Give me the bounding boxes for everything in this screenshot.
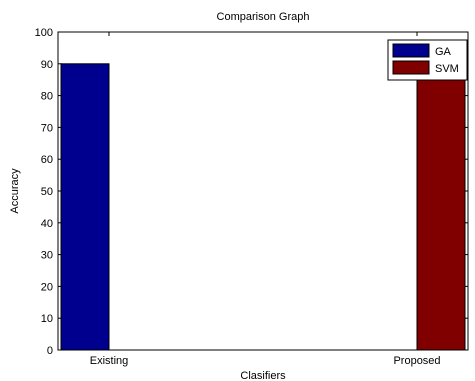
x-tick-label-proposed: Proposed (393, 355, 440, 367)
y-tick-label: 40 (41, 218, 53, 230)
legend-label-svm: SVM (435, 63, 459, 75)
y-tick-label: 70 (41, 122, 53, 134)
y-tick-label: 90 (41, 59, 53, 71)
y-tick-label: 20 (41, 281, 53, 293)
y-tick-label: 60 (41, 154, 53, 166)
y-tick-label: 10 (41, 313, 53, 325)
bar-svm-proposed (416, 47, 466, 351)
y-tick-label: 50 (41, 186, 53, 198)
y-tick-label: 0 (47, 345, 53, 357)
legend-swatch-svm (392, 60, 430, 75)
plot-area: 0 10 20 30 40 50 60 70 80 90 100 Existing Proposed GA… (35, 27, 469, 367)
bar-ga-existing (60, 63, 110, 351)
legend-label-ga: GA (435, 46, 452, 58)
y-tick-label: 100 (35, 27, 53, 39)
y-axis-label: Accuracy (9, 168, 21, 214)
legend-swatch-ga (392, 43, 430, 58)
y-tick-label: 30 (41, 250, 53, 262)
y-tick-label: 80 (41, 91, 53, 103)
x-tick-label-existing: Existing (90, 355, 129, 367)
x-axis-label: Clasifiers (240, 370, 286, 381)
chart-title: Comparison Graph (217, 11, 310, 23)
